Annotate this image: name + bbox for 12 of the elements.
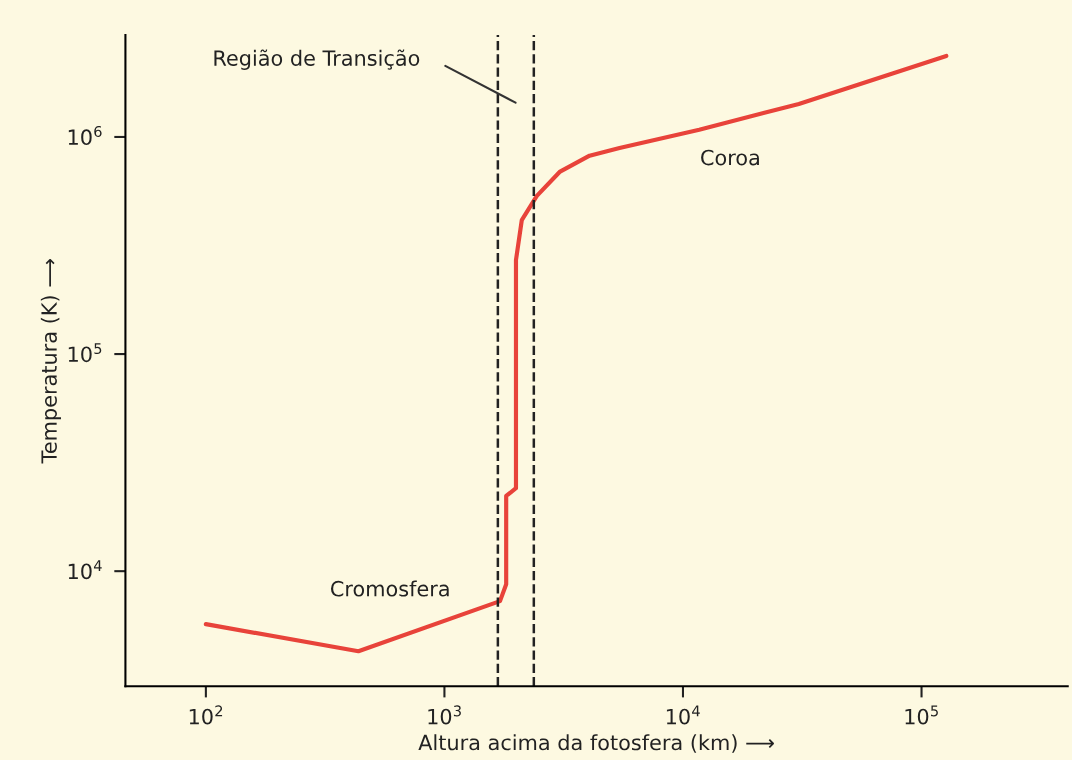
annotation: Região de Transição: [214, 49, 420, 70]
annotation: Cromosfera: [330, 580, 449, 597]
y-axis-title: Temperatura (K) ⟶: [40, 258, 61, 464]
y-tick-label: 10$^{6}$: [68, 125, 102, 146]
x-tick-label: 10$^{4}$: [666, 705, 700, 725]
y-tick-label: 10$^{5}$: [68, 343, 102, 363]
x-axis-title: Altura acima da fotosfera (km) ⟶: [418, 734, 774, 753]
y-tick-label: 10$^{4}$: [68, 560, 102, 580]
annotation: Coroa: [701, 149, 759, 166]
x-tick-label: 10$^{3}$: [428, 705, 461, 725]
x-tick-label: 10$^{5}$: [905, 705, 938, 725]
x-tick-label: 10$^{2}$: [189, 705, 223, 725]
